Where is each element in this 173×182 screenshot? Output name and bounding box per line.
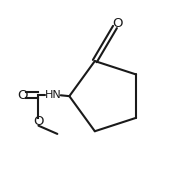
Text: O: O xyxy=(112,17,122,30)
Text: HN: HN xyxy=(45,90,61,100)
Text: O: O xyxy=(17,89,27,102)
Text: O: O xyxy=(33,115,44,128)
